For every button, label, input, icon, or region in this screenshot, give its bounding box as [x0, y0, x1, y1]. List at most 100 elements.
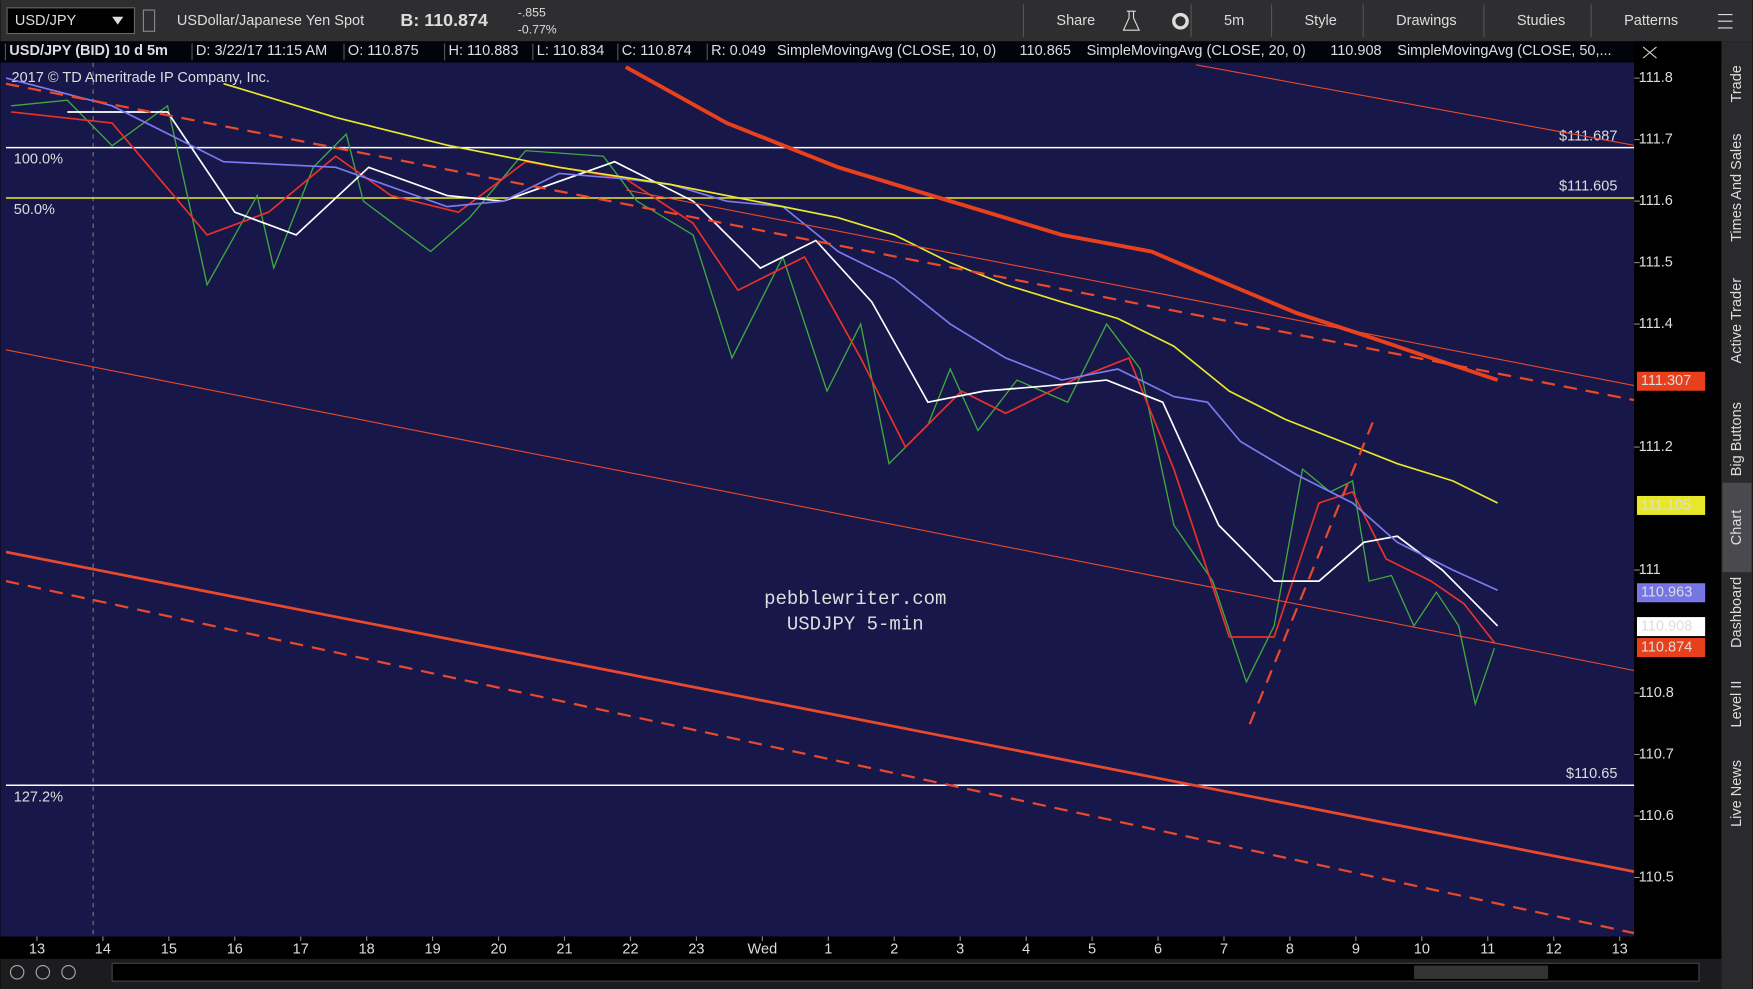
price-marker-fill [1637, 496, 1705, 515]
info-separator [191, 43, 193, 61]
legend-entry: SimpleMovingAvg (CLOSE, 20, 0) [1087, 43, 1306, 59]
symbol-box[interactable] [6, 7, 136, 35]
gear-icon[interactable] [1172, 12, 1189, 30]
toolbar-button [1362, 4, 1364, 37]
toolbar-button [1190, 4, 1192, 37]
info-separator [617, 43, 619, 61]
info-field: O: 110.875 [348, 43, 419, 59]
side-tab[interactable]: Big Buttons [1729, 402, 1745, 476]
x-tick-label: 12 [1546, 942, 1562, 958]
zoom-icon[interactable] [9, 964, 25, 980]
side-tab[interactable]: Active Trader [1729, 278, 1745, 364]
x-tick-label: 8 [1286, 942, 1294, 958]
moving-average [624, 65, 1499, 382]
x-tick-label: 14 [95, 942, 111, 958]
toolbar-button [1270, 4, 1273, 37]
x-tick-label: 16 [227, 942, 243, 958]
fib-level: 127.2% [14, 789, 63, 805]
info-field: H: 110.883 [448, 43, 518, 59]
x-tick-label: 10 [1414, 942, 1430, 958]
fib-price: $111.605 [1559, 179, 1617, 195]
y-tick-label: 111 [1639, 562, 1661, 578]
price-axis [1634, 41, 1722, 937]
dropdown-arrow [112, 16, 124, 25]
link-icon[interactable] [142, 9, 156, 32]
y-tick-label: 110.7 [1639, 746, 1674, 762]
x-tick-label: 22 [622, 942, 638, 958]
collapse-icon[interactable] [1642, 46, 1657, 59]
menu-icon[interactable] [1717, 13, 1733, 29]
moving-average [11, 111, 1496, 644]
lab-icon[interactable] [1122, 10, 1140, 31]
info-separator [706, 43, 708, 61]
legend-entry: SimpleMovingAvg (CLOSE, 50,... [1397, 43, 1611, 59]
fib-price: $110.65 [1566, 766, 1617, 782]
zoom-out-icon[interactable] [61, 964, 76, 980]
info-bar [0, 41, 1635, 63]
annotation: pebblewriter.com [764, 588, 946, 610]
x-tick-label: 19 [425, 942, 441, 958]
x-tick-label: 2 [890, 942, 898, 958]
x-tick-label: 20 [490, 942, 506, 958]
toolbar-button [1022, 4, 1025, 37]
change-pct: -0.77% [518, 22, 557, 36]
scroll-track[interactable] [111, 962, 1700, 982]
channel-line [5, 349, 1635, 672]
price-marker-label: 110.874 [1641, 639, 1692, 655]
toolbar-button [1483, 4, 1485, 37]
fib-level: 100.0% [14, 152, 63, 168]
side-tab[interactable]: Level II [1729, 681, 1745, 728]
annotation: USDJPY 5-min [787, 614, 924, 636]
toolbar-button[interactable]: 5m [1224, 13, 1244, 29]
x-tick-label: Wed [748, 942, 778, 958]
y-tick-label: 111.2 [1639, 439, 1673, 455]
description: USDollar/Japanese Yen Spot [177, 13, 364, 29]
y-tick-label: 110.6 [1639, 808, 1674, 824]
side-tab[interactable]: Times And Sales [1729, 134, 1745, 242]
axis-corner [1634, 41, 1722, 63]
side-tab[interactable]: Chart [1729, 510, 1745, 546]
toolbar-button[interactable]: Patterns [1624, 13, 1678, 29]
y-tick-label: 111.5 [1639, 254, 1673, 270]
zoom-in-icon[interactable] [35, 964, 51, 980]
price-marker-label: 110.908 [1641, 618, 1692, 634]
scroll-thumb[interactable] [1414, 965, 1549, 979]
time-axis [0, 936, 1722, 959]
info-separator [343, 43, 345, 61]
channel-line [5, 580, 1635, 935]
toolbar-button[interactable]: Share [1056, 13, 1095, 29]
side-tab[interactable]: Trade [1729, 65, 1745, 102]
x-tick-label: 1 [824, 942, 832, 958]
side-tab[interactable]: Live News [1729, 760, 1745, 827]
x-tick-label: 18 [359, 942, 375, 958]
x-tick-label: 21 [556, 942, 572, 958]
channel-line [1196, 64, 1635, 146]
change: -.855 [518, 6, 546, 20]
watermark: 2017 © TD Ameritrade IP Company, Inc. [12, 70, 270, 86]
trendlines [5, 64, 1635, 935]
channel-line [5, 82, 1635, 402]
info-separator [444, 43, 446, 61]
x-tick-label: 5 [1088, 942, 1096, 958]
toolbar-button[interactable]: Drawings [1396, 13, 1457, 29]
symbol: USD/JPY [15, 13, 77, 29]
price-marker-label: 111.307 [1641, 373, 1691, 389]
plot-area [0, 41, 1635, 937]
channel-line [626, 189, 1635, 387]
toolbar-button[interactable]: Studies [1517, 13, 1565, 29]
x-tick-label: 6 [1154, 942, 1162, 958]
y-tick-label: 111.7 [1639, 131, 1673, 147]
info-separator [4, 43, 6, 61]
price-marker-fill [1637, 638, 1705, 657]
active-tab [1722, 482, 1752, 573]
info-field: R: 0.049 [711, 43, 766, 59]
x-tick-label: 15 [161, 942, 177, 958]
moving-average [5, 77, 1498, 592]
x-tick-label: 17 [293, 942, 309, 958]
side-tab[interactable]: Dashboard [1729, 577, 1745, 648]
toolbar-button [1590, 4, 1592, 37]
toolbar-button[interactable]: Style [1305, 13, 1337, 29]
y-tick-label: 111.4 [1639, 316, 1673, 332]
